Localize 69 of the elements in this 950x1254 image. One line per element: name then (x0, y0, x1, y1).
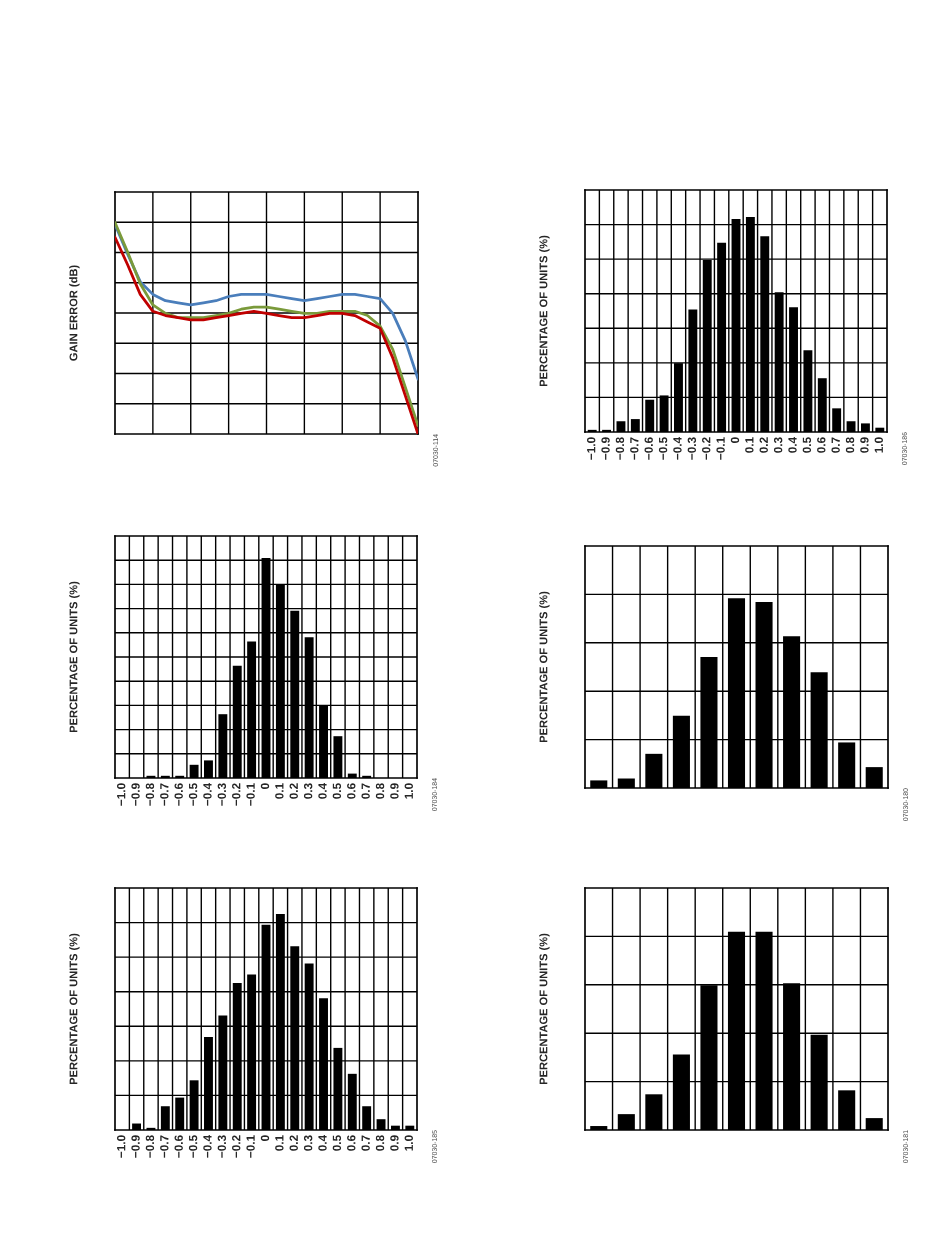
x-tick-label: −0.9 (601, 437, 610, 460)
y-axis-title: PERCENTAGE OF UNITS (%) (539, 933, 550, 1085)
x-tick-label: 0.4 (788, 436, 797, 453)
x-tick-label: 0.1 (275, 1135, 284, 1151)
x-tick-label: 0.5 (332, 783, 342, 799)
x-tick-label: 0 (260, 783, 270, 789)
x-tick-label: 0.4 (318, 1134, 327, 1151)
y-axis-title: PERCENTAGE OF UNITS (%) (539, 235, 550, 387)
x-tick-label: 0.9 (390, 1135, 399, 1151)
x-tick-label: −1.0 (117, 1135, 126, 1158)
x-tick-label: −0.5 (658, 437, 668, 460)
x-tick-label: 1.0 (874, 437, 883, 453)
x-tick-label: −0.2 (232, 783, 241, 806)
x-tick-label: 1.0 (404, 783, 413, 799)
x-tick-label: 0.2 (759, 437, 768, 453)
x-tick-label: 0.6 (347, 783, 356, 799)
x-tick-label: −1.0 (587, 437, 596, 460)
x-tick-label: 0.5 (332, 1135, 342, 1151)
x-tick-label: −0.9 (131, 1135, 140, 1158)
x-tick-label: −0.2 (702, 437, 711, 460)
x-tick-label: 0.3 (303, 1135, 313, 1151)
x-tick-label: −0.4 (203, 1134, 212, 1158)
x-tick-label: 0.3 (773, 437, 783, 453)
x-tick-label: −0.4 (203, 782, 212, 806)
x-tick-label: 0.9 (390, 783, 399, 799)
y-axis-title: PERCENTAGE OF UNITS (%) (69, 581, 80, 733)
x-tick-label: 0.2 (289, 783, 298, 799)
x-tick-label: 1.0 (404, 1135, 413, 1151)
x-tick-label: −0.2 (232, 1135, 241, 1158)
x-tick-label: −0.1 (246, 1135, 255, 1158)
x-tick-label: 0.6 (347, 1135, 356, 1151)
x-tick-label: −0.7 (160, 783, 169, 806)
x-tick-label: 0 (730, 437, 740, 443)
x-tick-label: 0.6 (817, 437, 826, 453)
x-tick-label: −0.7 (630, 437, 639, 460)
x-tick-label: −0.5 (188, 1135, 198, 1158)
x-tick-label: 0.8 (375, 1135, 385, 1151)
x-tick-label: 0.7 (831, 437, 840, 453)
x-tick-label: −1.0 (117, 783, 126, 806)
x-tick-label: −0.3 (217, 783, 227, 806)
x-tick-label: 0.5 (802, 437, 812, 453)
x-tick-label: −0.6 (644, 437, 653, 460)
x-tick-label: −0.4 (673, 436, 682, 460)
x-tick-label: 0.2 (289, 1135, 298, 1151)
x-tick-label: 0.9 (860, 437, 869, 453)
x-tick-label: −0.1 (716, 437, 725, 460)
x-tick-label: −0.8 (145, 1135, 155, 1158)
y-axis-title: GAIN ERROR (dB) (69, 265, 80, 361)
x-tick-label: −0.3 (687, 437, 697, 460)
x-tick-label: 0.8 (845, 437, 855, 453)
x-tick-label: −0.1 (246, 783, 255, 806)
x-tick-label: −0.9 (131, 783, 140, 806)
x-tick-label: −0.7 (160, 1135, 169, 1158)
x-tick-label: −0.8 (145, 783, 155, 806)
x-tick-label: 0.3 (303, 783, 313, 799)
y-axis-title: PERCENTAGE OF UNITS (%) (539, 591, 550, 743)
x-tick-label: 0.8 (375, 783, 385, 799)
x-tick-label: 0.7 (361, 1135, 370, 1151)
x-tick-label: 0.4 (318, 782, 327, 799)
x-tick-label: −0.3 (217, 1135, 227, 1158)
x-tick-label: 0.1 (275, 783, 284, 799)
x-tick-label: −0.6 (174, 1135, 183, 1158)
x-tick-label: −0.8 (615, 437, 625, 460)
x-tick-label: 0.1 (745, 437, 754, 453)
y-axis-title: PERCENTAGE OF UNITS (%) (69, 933, 80, 1085)
x-tick-label: 0.7 (361, 783, 370, 799)
x-tick-label: −0.5 (188, 783, 198, 806)
x-tick-label: −0.6 (174, 783, 183, 806)
x-tick-label: 0 (260, 1135, 270, 1141)
